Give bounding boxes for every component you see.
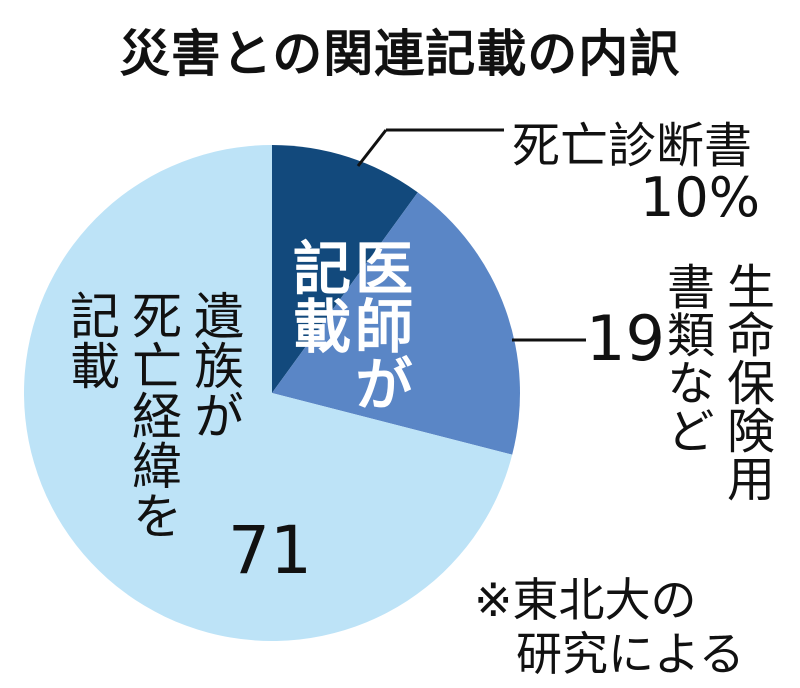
slice-value-family: 71 xyxy=(228,512,312,589)
chart-title: 災害との関連記載の内訳 xyxy=(119,25,681,83)
slice-label-death-certificate: 死亡診断書 xyxy=(512,118,753,174)
pie-slice-death-certificate xyxy=(272,145,418,393)
annotation-insurance-col2: 書類など xyxy=(658,262,714,454)
leader-line-death-certificate xyxy=(356,129,388,167)
source-note-line1: ※東北大の xyxy=(474,573,697,627)
slice-value-death-certificate: 10% xyxy=(640,166,761,229)
pie-slice-insurance xyxy=(272,192,520,455)
pie-slice-family xyxy=(23,145,513,642)
source-note-line2: 研究による xyxy=(516,627,745,681)
annotation-doctor-col1: 医師が xyxy=(345,238,413,412)
annotation-family-col3: 記載 xyxy=(62,290,120,390)
annotation-family-col2: 死亡経緯を xyxy=(124,290,182,540)
annotation-doctor-col2: 記載 xyxy=(283,238,351,354)
annotation-family-col1: 遺族が xyxy=(186,290,244,440)
slice-value-insurance: 19 xyxy=(586,302,665,375)
annotation-insurance-col1: 生命保険用 xyxy=(718,262,774,502)
